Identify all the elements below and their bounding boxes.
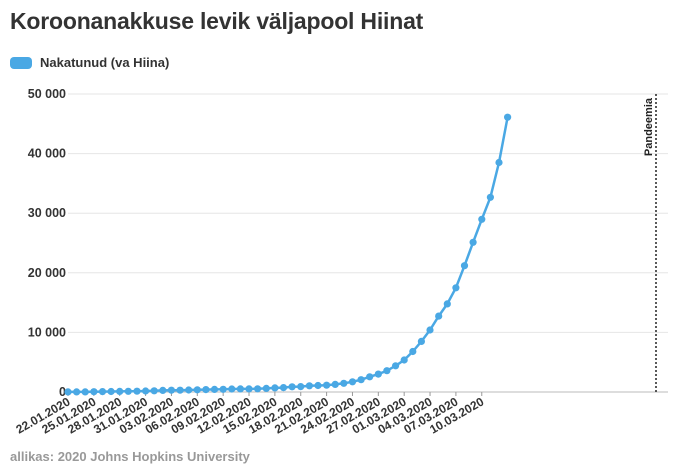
data-point xyxy=(331,380,339,388)
y-axis: 0 10 000 20 000 30 000 40 000 50 000 xyxy=(28,87,66,399)
data-point xyxy=(167,386,175,394)
chart-title: Koroonanakkuse levik väljapool Hiinat xyxy=(10,8,424,34)
data-point xyxy=(374,370,382,378)
data-point xyxy=(297,383,305,391)
data-point xyxy=(236,385,244,393)
data-point xyxy=(486,193,494,201)
legend[interactable]: Nakatunud (va Hiina) xyxy=(10,55,169,70)
series-line xyxy=(68,116,509,394)
data-point xyxy=(124,387,132,395)
data-point xyxy=(73,388,81,396)
data-point xyxy=(400,356,408,364)
data-point xyxy=(64,388,72,396)
data-point xyxy=(159,386,167,394)
data-point xyxy=(279,384,288,392)
legend-label: Nakatunud (va Hiina) xyxy=(40,55,170,70)
data-point xyxy=(469,238,477,246)
data-point xyxy=(90,388,98,396)
y-tick-label: 50 000 xyxy=(28,87,66,101)
data-point xyxy=(271,384,279,392)
data-point xyxy=(185,386,193,394)
y-tick-label: 10 000 xyxy=(28,325,66,339)
data-point xyxy=(426,326,434,334)
series-group xyxy=(64,113,512,396)
data-point xyxy=(288,383,296,391)
data-point xyxy=(98,388,107,396)
data-point xyxy=(340,379,348,387)
data-point xyxy=(81,388,89,396)
data-point xyxy=(202,386,210,394)
gridlines xyxy=(68,93,668,393)
y-tick-label: 20 000 xyxy=(28,266,66,280)
y-tick-label: 40 000 xyxy=(28,147,66,161)
annotation-label: Pandeemia xyxy=(643,97,655,156)
data-point xyxy=(460,262,469,270)
data-point xyxy=(409,347,417,356)
data-point xyxy=(254,385,262,393)
data-point xyxy=(392,362,400,370)
source-note: allikas: 2020 Johns Hopkins University xyxy=(10,449,250,464)
data-point xyxy=(193,386,201,394)
data-point xyxy=(314,381,322,390)
data-point xyxy=(150,387,158,395)
data-point xyxy=(133,387,141,395)
data-point xyxy=(478,215,486,223)
annotations: Pandeemia xyxy=(643,94,657,392)
data-point xyxy=(348,378,357,386)
data-point xyxy=(452,284,460,292)
data-point xyxy=(210,385,219,393)
data-point xyxy=(357,376,365,384)
data-point xyxy=(262,384,270,392)
y-tick-label: 0 xyxy=(59,385,66,399)
data-point xyxy=(443,300,451,308)
data-point xyxy=(142,387,150,395)
data-point xyxy=(116,387,124,395)
data-point xyxy=(323,381,331,389)
data-point xyxy=(495,158,503,167)
data-point xyxy=(228,385,236,393)
x-axis: 22.01.202025.01.202028.01.202031.01.2020… xyxy=(13,392,487,437)
data-point xyxy=(417,337,425,345)
legend-swatch xyxy=(10,56,32,69)
data-point xyxy=(176,386,184,394)
data-point xyxy=(435,312,443,320)
data-point xyxy=(219,385,227,393)
data-point xyxy=(383,367,391,375)
y-tick-label: 30 000 xyxy=(28,206,66,220)
data-point xyxy=(305,382,313,390)
data-point xyxy=(107,387,115,396)
data-point xyxy=(366,373,374,381)
data-point xyxy=(245,385,253,393)
data-point xyxy=(504,113,512,121)
